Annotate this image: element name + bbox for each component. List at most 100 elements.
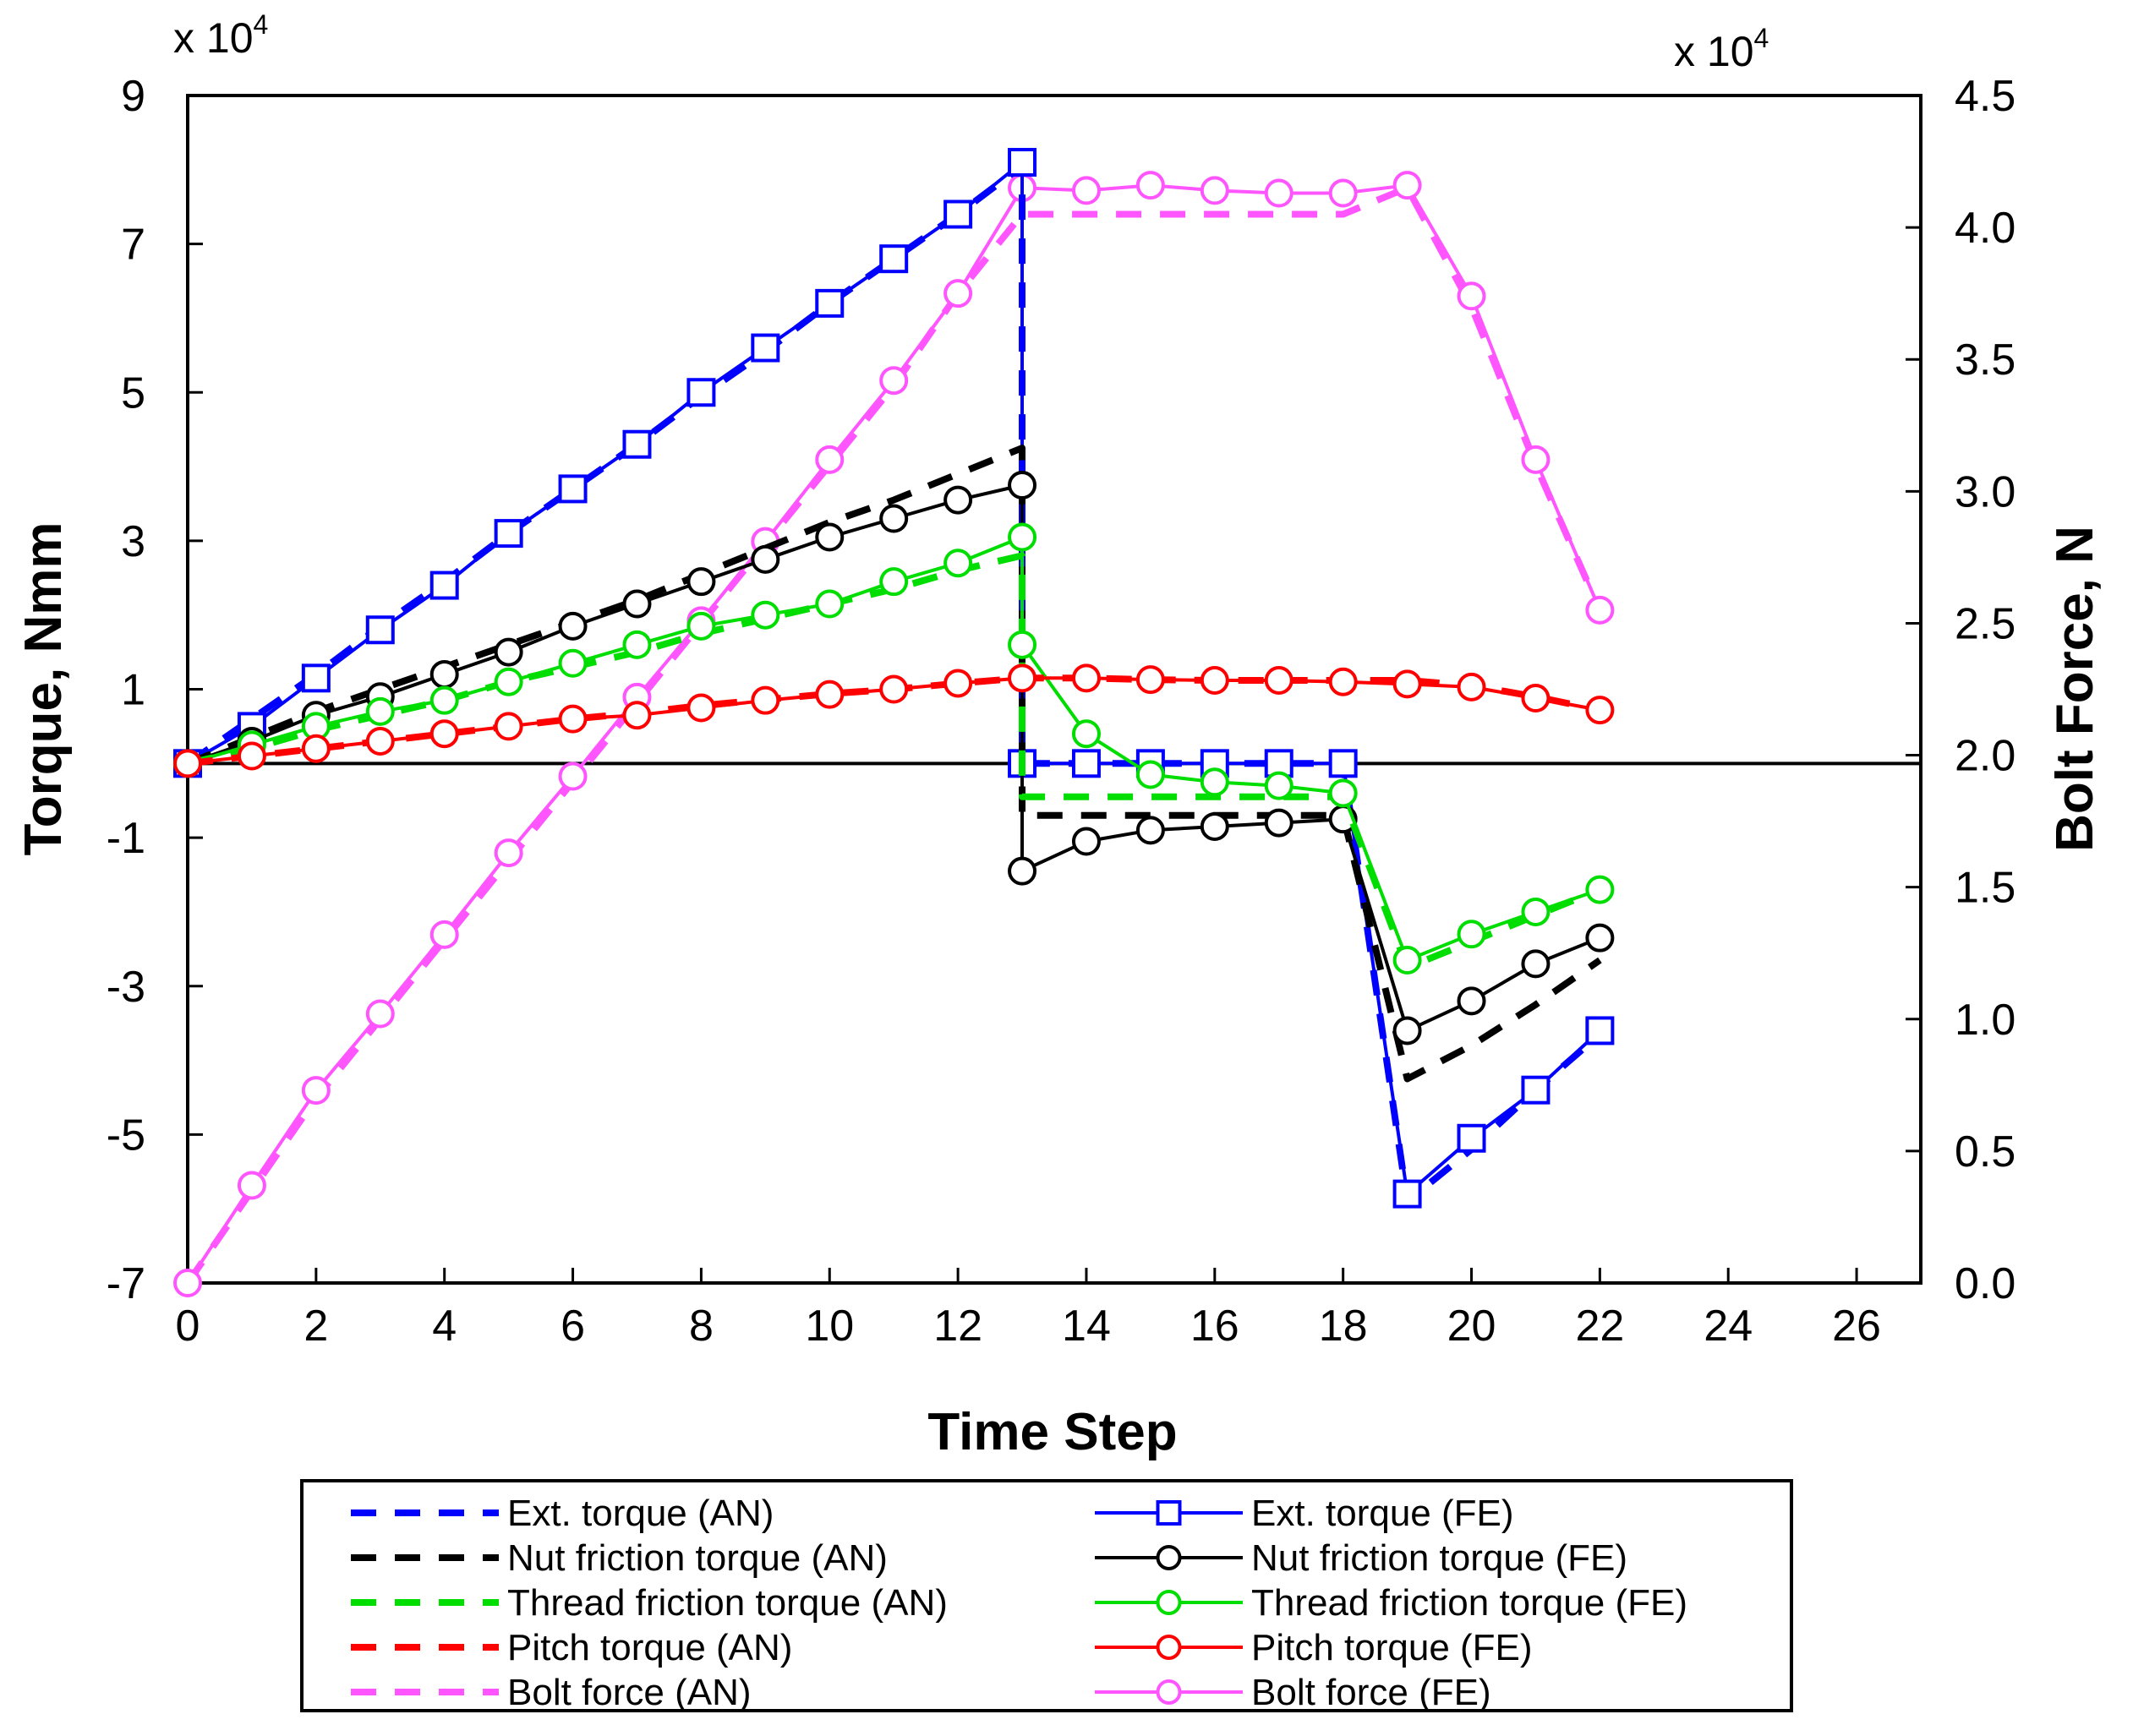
data-point-circle: [1585, 923, 1615, 953]
data-point-circle: [1392, 1016, 1422, 1045]
data-point-square: [879, 244, 909, 274]
data-point-circle: [751, 544, 780, 574]
y2-tick-label: 3.5: [1955, 336, 2015, 385]
data-point-square: [622, 429, 652, 459]
x-tick-label: 26: [1832, 1302, 1881, 1351]
y2-tick-label: 2.0: [1955, 732, 2015, 781]
legend-box: [300, 1479, 1793, 1712]
legend-label: Ext. torque (FE): [1251, 1493, 1514, 1534]
y-tick-label: 7: [121, 221, 145, 270]
data-point-square: [429, 570, 459, 600]
x-tick-label: 22: [1575, 1302, 1624, 1351]
y-tick-label: -3: [107, 963, 145, 1012]
data-point-circle: [365, 696, 395, 726]
legend-label: Nut friction torque (AN): [507, 1537, 888, 1579]
y2-tick-label: 2.5: [1955, 599, 2015, 648]
data-point-circle: [1521, 445, 1551, 474]
x-tick-label: 8: [689, 1302, 714, 1351]
data-point-circle: [1008, 522, 1037, 552]
x-tick-label: 4: [432, 1302, 457, 1351]
data-point-square: [1457, 1123, 1486, 1153]
data-point-circle: [1328, 178, 1358, 208]
data-point-circle: [494, 712, 523, 741]
data-point-square: [686, 378, 716, 407]
data-point-circle: [815, 445, 845, 474]
series-5: [173, 522, 1615, 975]
data-point-circle: [1392, 946, 1422, 975]
data-point-circle: [1264, 665, 1293, 695]
data-point-square: [1521, 1075, 1551, 1105]
data-point-circle: [558, 648, 588, 678]
x-tick-label: 16: [1190, 1302, 1239, 1351]
y-tick-label: 3: [121, 517, 145, 566]
data-point-circle: [879, 567, 909, 597]
y-tick-label: 1: [121, 666, 145, 715]
data-point-circle: [237, 1171, 266, 1200]
legend-item: Ext. torque (AN): [351, 1493, 774, 1534]
y2-tick-label: 1.0: [1955, 996, 2015, 1045]
legend-item: Pitch torque (FE): [1095, 1627, 1533, 1668]
series-3: [173, 471, 1615, 1045]
data-point-circle: [1328, 778, 1358, 808]
data-point-circle: [1264, 808, 1293, 838]
data-point-square: [494, 519, 523, 549]
y-tick-label: -1: [107, 814, 145, 863]
data-point-circle: [494, 838, 523, 868]
data-point-circle: [173, 1269, 202, 1297]
data-point-square: [558, 474, 588, 504]
y2-tick-label: 1.5: [1955, 864, 2015, 913]
data-point-square: [301, 663, 331, 693]
data-point-circle: [751, 685, 780, 715]
x-tick-label: 10: [805, 1302, 854, 1351]
data-point-circle: [429, 685, 459, 715]
y-tick-label: 5: [121, 368, 145, 418]
data-point-circle: [1200, 665, 1229, 695]
legend-item: Ext. torque (FE): [1095, 1493, 1514, 1534]
legend-swatch-marker: [1156, 1635, 1182, 1660]
data-point-square: [815, 288, 845, 318]
legend-item: Pitch torque (AN): [351, 1627, 792, 1668]
legend-item: Nut friction torque (AN): [351, 1537, 888, 1579]
legend-label: Pitch torque (FE): [1251, 1627, 1533, 1668]
data-point-circle: [943, 279, 973, 308]
x-tick-label: 6: [561, 1302, 585, 1351]
x-tick-label: 0: [176, 1302, 200, 1351]
data-point-circle: [237, 741, 266, 771]
y-axis-right: 4.5 4.0 3.5 3.0 2.5 2.0 1.5 1.0 0.5 0.0: [1906, 72, 2015, 1308]
x-tick-label: 24: [1704, 1302, 1753, 1351]
legend-label: Ext. torque (AN): [507, 1493, 774, 1534]
data-point-square: [1328, 749, 1358, 778]
data-point-circle: [365, 726, 395, 756]
y-multiplier: x 104: [173, 9, 268, 62]
data-point-circle: [1008, 663, 1037, 693]
y-axis-title: Torque, Nmm: [14, 522, 73, 856]
data-point-circle: [1264, 178, 1293, 208]
data-point-circle: [1457, 672, 1486, 701]
data-point-circle: [1585, 696, 1615, 725]
data-point-circle: [558, 762, 588, 791]
x-tick-label: 20: [1447, 1302, 1496, 1351]
series-7: [173, 663, 1615, 778]
legend-item: Bolt force (FE): [1095, 1672, 1491, 1713]
data-point-circle: [943, 485, 973, 515]
legend-label: Bolt force (FE): [1251, 1672, 1491, 1713]
data-point-circle: [429, 659, 459, 689]
data-point-circle: [301, 1076, 331, 1105]
y2-tick-label: 4.0: [1955, 204, 2015, 253]
data-point-circle: [686, 567, 716, 597]
data-point-circle: [494, 637, 523, 667]
data-point-circle: [1135, 171, 1165, 200]
legend-swatch-marker: [1156, 1590, 1182, 1615]
data-point-circle: [1200, 176, 1229, 205]
legend-label: Thread friction torque (AN): [507, 1582, 948, 1624]
data-point-circle: [686, 693, 716, 723]
y2-axis-title: Bolt Force, N: [2046, 526, 2104, 852]
data-point-square: [1071, 749, 1101, 778]
y2-tick-label: 0.0: [1955, 1259, 2015, 1308]
data-point-circle: [815, 589, 845, 619]
data-point-circle: [622, 701, 652, 730]
legend-swatch-marker: [1156, 1500, 1182, 1526]
y-tick-label: 9: [121, 72, 145, 121]
legend-item: Thread friction torque (AN): [351, 1582, 948, 1624]
